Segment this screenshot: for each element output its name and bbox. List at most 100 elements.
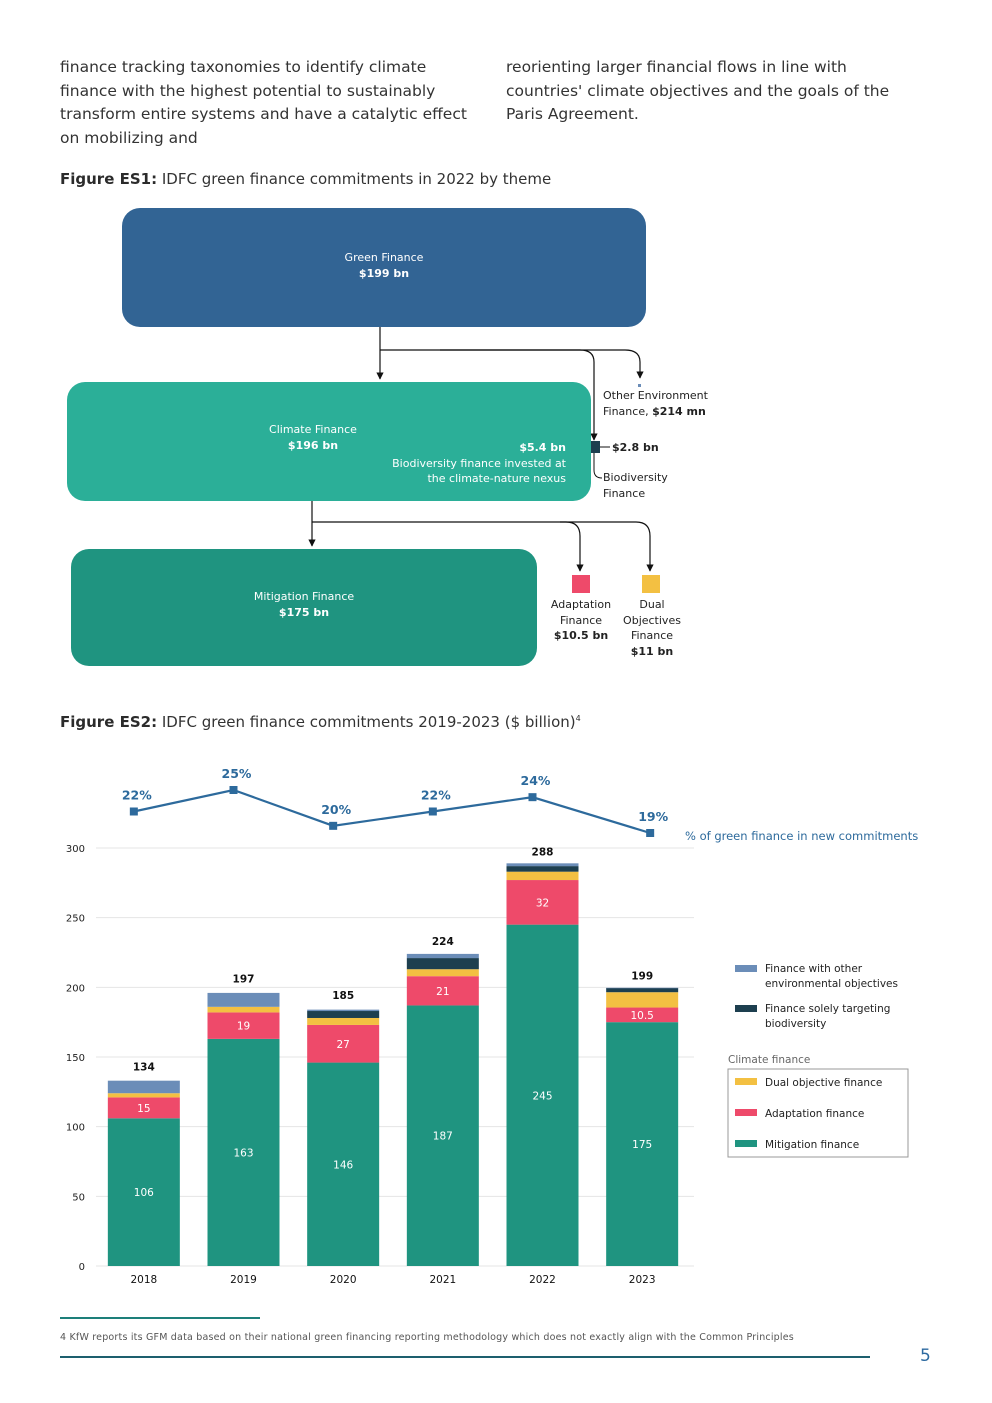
percent-point: [428, 807, 437, 816]
adaptation-line-2: Finance: [559, 613, 603, 627]
bar-value-label: 175: [632, 1139, 652, 1151]
dual-square: [642, 575, 660, 593]
arrow-green-to-other-env: [380, 349, 644, 379]
adaptation-square: [572, 575, 590, 593]
dual-value: $11 bn: [630, 644, 674, 658]
bar-value-label: 32: [536, 897, 549, 909]
dual-line-2: Objectives: [623, 613, 681, 627]
bar-value-label: 146: [333, 1159, 353, 1171]
legend-swatch: [735, 1109, 757, 1116]
bar-biodiversity: [506, 866, 579, 872]
x-tick-label: 2020: [330, 1274, 357, 1286]
percent-series-label: % of green finance in new commitments: [685, 829, 918, 843]
figure-es2-title: Figure ES2: IDFC green finance commitmen…: [60, 713, 581, 731]
climate-finance-box: Climate Finance $196 bn: [67, 382, 591, 501]
climate-finance-label: Climate Finance: [269, 423, 357, 436]
climate-finance-value: $196 bn: [287, 439, 339, 452]
x-tick-label: 2022: [529, 1274, 556, 1286]
bar-total-label: 224: [432, 936, 454, 948]
legend-label: environmental objectives: [765, 978, 898, 990]
bar-mitigation: [207, 1038, 280, 1266]
bar-value-label: 15: [137, 1103, 150, 1115]
bar-dual: [406, 969, 479, 977]
legend-label: Dual objective finance: [765, 1077, 882, 1089]
bar-other-env: [406, 953, 479, 959]
percent-point: [528, 793, 537, 802]
percent-label: 25%: [222, 766, 252, 781]
body-text-column-2: reorienting larger financial flows in li…: [506, 58, 890, 123]
figure-es2-chart: 0 50 100 150 200 250 300 106 15 134 2018 163 19 197 20…: [66, 766, 918, 1286]
figure-es1-title: Figure ES1: IDFC green finance commitmen…: [60, 170, 551, 188]
adaptation-label: Adaptation Finance $10.5 bn: [546, 597, 616, 644]
legend-label: Adaptation finance: [765, 1108, 864, 1120]
y-tick-label: 150: [66, 1053, 85, 1064]
biodiversity-label: Biodiversity Finance: [603, 470, 668, 501]
legend-group-box: [727, 1068, 909, 1158]
adaptation-value: $10.5 bn: [553, 629, 609, 642]
bar-value-label: 187: [433, 1131, 453, 1143]
mitigation-finance-value: $175 bn: [278, 606, 330, 619]
bar-other-env: [506, 863, 579, 867]
bar-value-label: 27: [336, 1039, 349, 1051]
biodiversity-value-label: $2.8 bn: [612, 440, 659, 456]
percent-point: [329, 821, 338, 830]
bottom-rule: [60, 1356, 870, 1358]
bar-dual: [307, 1017, 380, 1025]
arrow-green-to-biodiversity: [440, 349, 598, 441]
bar-adaptation: [606, 1007, 679, 1023]
legend-swatch: [735, 1005, 757, 1012]
legend-label: Finance solely targeting: [765, 1003, 890, 1015]
y-tick-label: 250: [66, 914, 85, 925]
bar-mitigation: [406, 1005, 479, 1266]
other-env-marker: [638, 384, 641, 387]
percent-label: 22%: [122, 788, 152, 803]
percent-label: 19%: [638, 809, 668, 824]
x-tick-label: 2023: [629, 1274, 656, 1286]
biodiversity-line-2: Finance: [603, 486, 646, 500]
bar-value-label: 106: [134, 1187, 154, 1199]
green-finance-box: Green Finance $199 bn: [122, 208, 646, 327]
biodiversity-line-1: Biodiversity: [603, 471, 668, 484]
page-number: 5: [920, 1346, 931, 1366]
bar-biodiversity: [406, 958, 479, 970]
y-tick-label: 200: [66, 983, 85, 994]
nexus-value: $5.4 bn: [519, 441, 566, 454]
bar-total-label: 185: [332, 990, 354, 1002]
y-tick-label: 100: [66, 1123, 85, 1134]
x-tick-label: 2019: [230, 1274, 257, 1286]
figure-es1-caption: IDFC green finance commitments in 2022 b…: [161, 170, 552, 188]
bar-mitigation: [107, 1118, 180, 1266]
legend-swatch: [735, 1140, 757, 1147]
biodiversity-label-leader: [593, 453, 603, 479]
green-finance-value: $199 bn: [358, 267, 410, 280]
y-tick-label: 50: [72, 1192, 85, 1203]
mitigation-finance-box: Mitigation Finance $175 bn: [71, 549, 537, 666]
footnote-rule: [60, 1317, 260, 1319]
legend-swatch: [735, 1078, 757, 1085]
figure-es2-footnote-ref: 4: [575, 714, 581, 723]
dual-line-1: Dual: [639, 598, 665, 611]
biodiversity-value: $2.8 bn: [612, 441, 659, 454]
figure-es1-label: Figure ES1:: [60, 170, 158, 188]
bar-dual: [606, 992, 679, 1008]
percent-label: 24%: [521, 773, 551, 788]
x-tick-label: 2021: [429, 1274, 456, 1286]
mitigation-finance-label: Mitigation Finance: [253, 590, 355, 603]
bar-other-env: [606, 987, 679, 989]
percent-point: [129, 807, 138, 816]
percent-label: 20%: [321, 802, 351, 817]
figure-es2-label: Figure ES2:: [60, 713, 158, 731]
bar-adaptation: [207, 1012, 280, 1039]
green-finance-label: Green Finance: [344, 251, 424, 264]
biodiversity-square: [590, 441, 600, 453]
bar-adaptation: [506, 880, 579, 925]
other-env-line-2: Finance,: [603, 404, 649, 418]
percent-label: 22%: [421, 788, 451, 803]
bar-other-env: [207, 992, 280, 1007]
bar-adaptation: [406, 976, 479, 1006]
other-env-label: Other Environment Finance, $214 mn: [603, 388, 708, 419]
bar-mitigation: [506, 924, 579, 1266]
x-tick-label: 2018: [130, 1274, 157, 1286]
bar-mitigation: [606, 1022, 679, 1266]
footnote: 4 KfW reports its GFM data based on thei…: [60, 1332, 794, 1343]
